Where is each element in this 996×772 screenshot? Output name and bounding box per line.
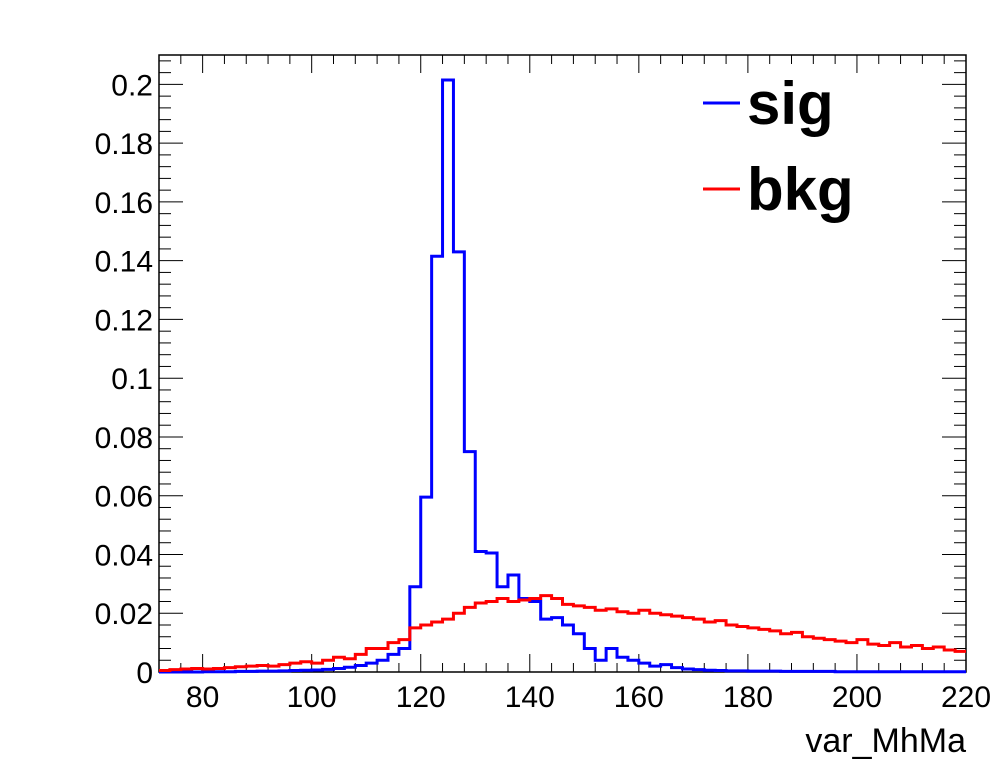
x-tick-label: 80 (186, 681, 219, 714)
series-bkg-line (159, 596, 966, 671)
legend-label-bkg: bkg (747, 156, 854, 223)
y-tick-label: 0.04 (95, 539, 153, 572)
x-axis-title: var_MhMa (805, 722, 966, 760)
y-tick-label: 0.14 (95, 246, 153, 279)
x-tick-label: 180 (723, 681, 773, 714)
y-tick-label: 0.06 (95, 481, 153, 514)
plot-frame (159, 55, 966, 672)
x-tick-label: 140 (505, 681, 555, 714)
x-tick-label: 120 (396, 681, 446, 714)
axis-ticks (159, 55, 966, 672)
y-tick-label: 0.16 (95, 187, 153, 220)
y-tick-label: 0.18 (95, 128, 153, 161)
y-tick-label: 0 (136, 657, 153, 690)
x-tick-label: 160 (614, 681, 664, 714)
legend-label-sig: sig (747, 70, 834, 137)
x-tick-label: 220 (941, 681, 991, 714)
y-tick-label: 0.12 (95, 304, 153, 337)
legend: sig bkg (703, 70, 854, 223)
y-tick-label: 0.02 (95, 598, 153, 631)
x-tick-label: 200 (832, 681, 882, 714)
y-tick-label: 0.1 (111, 363, 153, 396)
x-tick-label: 100 (287, 681, 337, 714)
y-tick-label: 0.2 (111, 69, 153, 102)
tick-labels: 80 100 120 140 160 180 200 220 0 0.02 0.04 0.06 0.08… (95, 69, 991, 714)
y-tick-label: 0.08 (95, 422, 153, 455)
